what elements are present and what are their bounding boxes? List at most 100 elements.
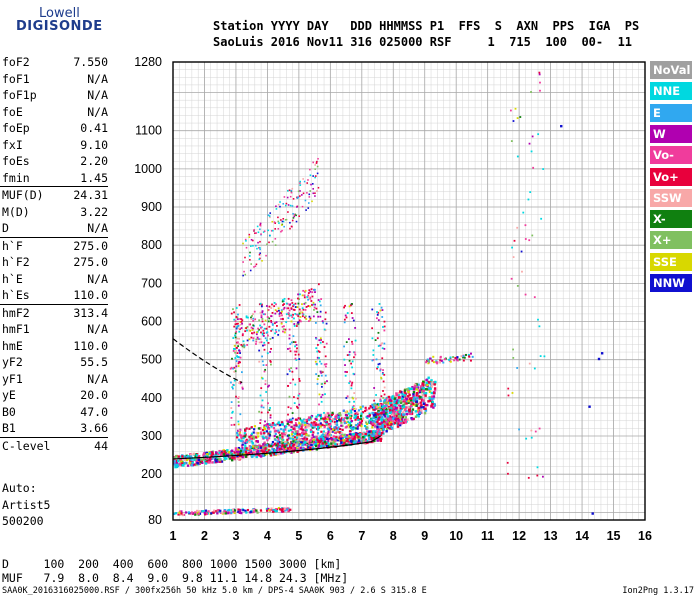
echo-point <box>321 423 324 427</box>
echo-point <box>398 410 401 414</box>
echo-point <box>185 458 189 462</box>
echo-point <box>363 424 367 428</box>
echo-point <box>270 329 273 332</box>
echo-point <box>404 392 407 395</box>
param-name: foF1 <box>2 71 30 86</box>
echo-point <box>296 405 298 408</box>
echo-point <box>250 326 253 329</box>
echo-point <box>279 313 282 316</box>
echo-point <box>414 415 418 418</box>
echo-point <box>281 310 283 313</box>
echo-point <box>333 428 336 432</box>
echo-point <box>314 442 318 445</box>
echo-point <box>251 446 254 450</box>
echo-point <box>399 401 403 404</box>
echo-point <box>295 343 298 346</box>
echo-point <box>261 332 264 335</box>
echo-point <box>531 135 534 138</box>
echo-point <box>244 273 247 276</box>
echo-point <box>424 403 427 407</box>
echo-point <box>358 441 361 444</box>
echo-point <box>248 236 251 238</box>
echo-point <box>339 427 342 431</box>
echo-point <box>269 338 272 340</box>
echo-point <box>600 352 604 355</box>
echo-point <box>429 357 432 360</box>
echo-point <box>468 355 471 358</box>
echo-point <box>322 430 326 433</box>
echo-point <box>512 120 515 122</box>
param-row: h`Es 110.0 <box>0 287 108 304</box>
echo-point <box>303 437 306 440</box>
echo-point <box>299 184 302 186</box>
echo-point <box>348 422 352 425</box>
echo-point <box>252 245 254 247</box>
echo-point <box>377 409 380 413</box>
echo-point <box>394 417 397 420</box>
echo-point <box>264 379 267 382</box>
echo-point <box>417 415 420 418</box>
echo-point <box>305 209 307 211</box>
echo-point <box>250 445 253 448</box>
echo-point <box>237 429 240 432</box>
echo-point <box>536 474 539 477</box>
param-name: foEp <box>2 121 30 135</box>
x-tick-label: 5 <box>295 529 302 543</box>
echo-point <box>410 402 413 405</box>
echo-point <box>403 389 407 392</box>
echo-point <box>538 73 541 76</box>
echo-point <box>265 444 268 447</box>
echo-point <box>301 194 303 196</box>
echo-point <box>230 312 233 315</box>
echo-point <box>353 400 355 403</box>
echo-point <box>284 447 287 450</box>
echo-point <box>342 418 345 421</box>
echo-point <box>181 513 184 517</box>
echo-point <box>407 406 410 409</box>
echo-point <box>372 436 376 440</box>
echo-point <box>324 437 327 441</box>
echo-point <box>283 445 286 448</box>
echo-point <box>281 325 284 328</box>
echo-point <box>239 323 242 326</box>
echo-point <box>381 372 384 375</box>
echo-point <box>521 270 523 273</box>
echo-point <box>203 455 207 458</box>
echo-point <box>326 415 330 418</box>
logo-line2: DIGISONDE <box>16 19 103 34</box>
echo-point <box>375 432 378 435</box>
echo-point <box>176 463 180 467</box>
echo-point <box>266 305 268 307</box>
echo-point <box>306 425 309 428</box>
echo-point <box>452 356 455 359</box>
echo-point <box>278 449 282 453</box>
echo-point <box>222 453 226 456</box>
echo-point <box>260 326 262 329</box>
echo-point <box>270 347 272 350</box>
echo-point <box>304 440 307 443</box>
echo-point <box>307 207 310 209</box>
echo-point <box>253 310 256 313</box>
echo-point <box>312 161 314 164</box>
echo-point <box>422 383 425 387</box>
echo-point <box>236 434 239 437</box>
param-row: MUF(D) 24.31 <box>0 186 108 204</box>
echo-point <box>379 433 383 437</box>
echo-point <box>357 409 361 412</box>
echo-point <box>458 358 461 361</box>
echo-point <box>190 458 193 462</box>
param-value: 313.4 <box>73 305 108 320</box>
echo-point <box>343 318 346 321</box>
echo-point <box>296 441 299 444</box>
echo-point <box>231 357 233 360</box>
echo-point <box>376 366 379 369</box>
echo-point <box>360 407 363 410</box>
echo-point <box>467 353 470 356</box>
echo-point <box>234 357 237 359</box>
echo-point <box>380 421 383 424</box>
echo-point <box>281 436 284 440</box>
param-row: yF2 55.5 <box>0 354 108 371</box>
echo-point <box>192 452 196 456</box>
legend-item: E <box>650 103 692 122</box>
echo-point <box>240 436 243 439</box>
